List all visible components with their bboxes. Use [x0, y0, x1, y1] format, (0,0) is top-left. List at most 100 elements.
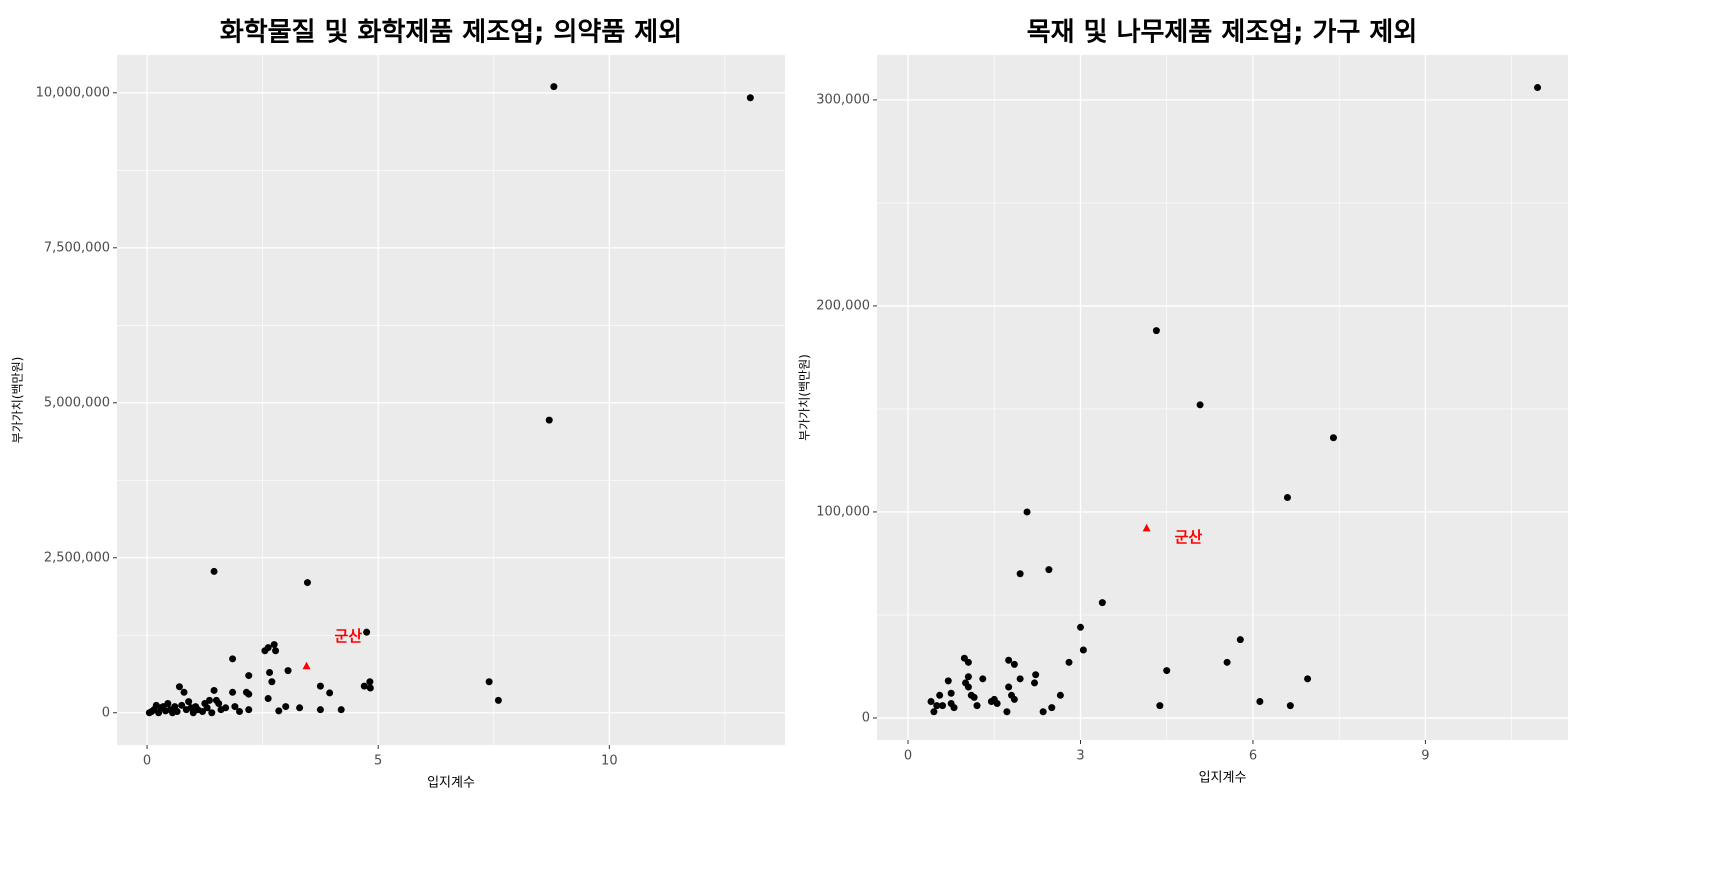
point — [1005, 656, 1013, 664]
point — [964, 658, 972, 666]
point — [326, 689, 334, 697]
point — [212, 696, 220, 704]
y-axis-title: 부가가치(백만원) — [11, 357, 25, 444]
point — [1016, 570, 1024, 578]
chart-title: 화학물질 및 화학제품 제조업; 의약품 제외 — [220, 18, 682, 48]
point — [264, 644, 272, 652]
point — [1045, 566, 1053, 574]
point — [944, 677, 952, 685]
point — [1283, 494, 1291, 502]
x-axis-title: 입지계수 — [1199, 771, 1247, 786]
point — [316, 682, 324, 690]
point — [337, 706, 345, 714]
point — [175, 683, 183, 691]
point — [1010, 660, 1018, 668]
point — [208, 709, 216, 717]
point — [1065, 658, 1073, 666]
point — [950, 704, 958, 712]
point — [282, 703, 290, 711]
point — [1016, 675, 1024, 683]
y-tick-label: 0 — [862, 710, 870, 725]
point — [1032, 671, 1040, 679]
point — [1156, 702, 1164, 710]
point — [1048, 704, 1056, 712]
point — [1010, 695, 1018, 703]
point — [545, 416, 553, 424]
y-tick-label: 0 — [102, 705, 110, 720]
point — [1304, 675, 1312, 683]
point — [494, 696, 502, 704]
point — [1003, 708, 1011, 716]
point — [231, 703, 239, 711]
point — [270, 641, 278, 649]
point — [1031, 679, 1039, 687]
highlight-label: 군산 — [1175, 528, 1203, 546]
point — [316, 706, 324, 714]
point — [1163, 667, 1171, 675]
point — [1256, 697, 1264, 705]
y-tick-label: 5,000,000 — [44, 395, 110, 410]
point — [245, 672, 253, 680]
point — [927, 697, 935, 705]
point — [947, 689, 955, 697]
chart-title: 목재 및 나무제품 제조업; 가구 제외 — [1027, 18, 1418, 48]
point — [272, 647, 280, 655]
y-tick-label: 300,000 — [816, 92, 870, 107]
point — [936, 691, 944, 699]
point — [268, 678, 276, 686]
y-tick-label: 200,000 — [816, 298, 870, 313]
point — [1005, 683, 1013, 691]
x-tick-label: 0 — [904, 749, 912, 764]
point — [973, 702, 981, 710]
point — [296, 704, 304, 712]
point — [1236, 636, 1244, 644]
point — [1023, 508, 1031, 516]
point — [1039, 708, 1047, 716]
y-axis-title: 부가가치(백만원) — [798, 354, 812, 441]
point — [210, 567, 218, 575]
point — [939, 702, 947, 710]
point — [1098, 599, 1106, 607]
point — [229, 655, 237, 663]
point — [746, 94, 754, 102]
point — [970, 693, 978, 701]
x-tick-label: 6 — [1249, 749, 1257, 764]
x-tick-label: 9 — [1421, 749, 1429, 764]
point — [1196, 401, 1204, 409]
point — [1329, 434, 1337, 442]
point — [1079, 646, 1087, 654]
point — [1056, 691, 1064, 699]
y-tick-label: 100,000 — [816, 504, 870, 519]
point — [964, 683, 972, 691]
point — [185, 698, 193, 706]
point — [933, 702, 941, 710]
point — [266, 668, 274, 676]
point — [203, 704, 211, 712]
point — [1223, 658, 1231, 666]
point — [187, 704, 195, 712]
point — [245, 706, 253, 714]
point — [993, 700, 1001, 708]
point — [210, 686, 218, 694]
point — [1077, 623, 1085, 631]
point — [229, 688, 237, 696]
point — [284, 667, 292, 675]
x-tick-label: 5 — [374, 754, 382, 769]
point — [303, 579, 311, 587]
point — [360, 682, 368, 690]
point — [245, 690, 253, 698]
plot-panel — [117, 55, 785, 745]
x-tick-label: 3 — [1076, 749, 1084, 764]
x-tick-label: 0 — [143, 754, 151, 769]
point — [1152, 327, 1160, 335]
point — [485, 678, 493, 686]
point — [366, 678, 374, 686]
point — [164, 699, 172, 707]
point — [1286, 702, 1294, 710]
x-axis-title: 입지계수 — [427, 776, 475, 791]
highlight-label: 군산 — [335, 627, 363, 645]
point — [236, 708, 244, 716]
point — [173, 708, 181, 716]
highlight-point — [302, 661, 311, 670]
